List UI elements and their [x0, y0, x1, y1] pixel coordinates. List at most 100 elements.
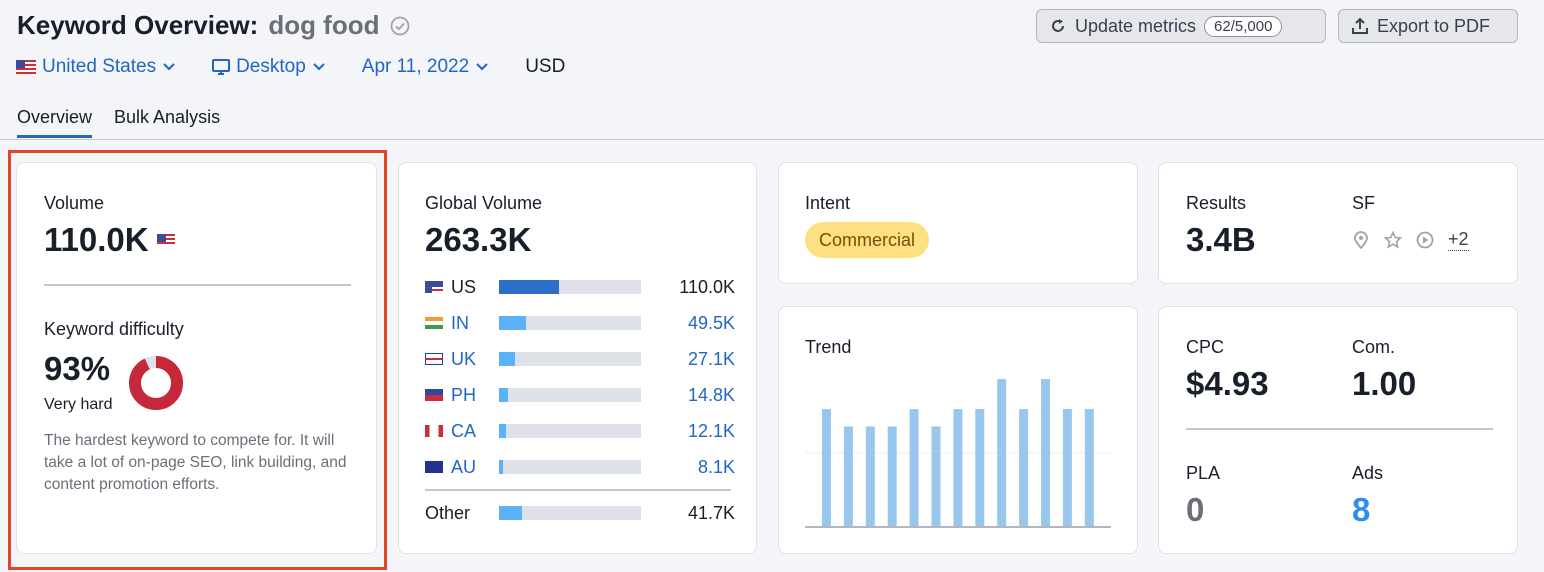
date-label: Apr 11, 2022 — [361, 56, 470, 77]
export-pdf-button[interactable]: Export to PDF — [1338, 9, 1518, 43]
star-icon[interactable] — [1384, 231, 1402, 249]
volume-card: Volume 110.0K Keyword difficulty 93% Ver… — [16, 162, 377, 554]
divider — [425, 489, 731, 491]
ads-value[interactable]: 8 — [1352, 491, 1371, 528]
device-selector[interactable]: Desktop — [212, 56, 326, 78]
trend-bar[interactable] — [997, 379, 1007, 526]
au-flag-icon — [425, 461, 443, 473]
volume-label: Volume — [44, 193, 105, 213]
other-bar-fill — [499, 506, 522, 520]
country-code[interactable]: UK — [451, 348, 477, 369]
country-volume-bar — [499, 460, 641, 474]
volume-value: 110.0K — [44, 221, 149, 258]
intent-card: Intent Commercial — [778, 162, 1138, 284]
trend-bar[interactable] — [822, 409, 831, 526]
sf-label: SF — [1352, 193, 1376, 213]
trend-bar[interactable] — [931, 426, 941, 526]
country-row-au[interactable]: AU 8.1K — [425, 455, 735, 479]
global-volume-label: Global Volume — [425, 193, 543, 213]
country-row-ca[interactable]: CA 12.1K — [425, 419, 735, 443]
country-code[interactable]: US — [451, 276, 477, 297]
highlight-box — [8, 150, 387, 570]
divider — [1186, 428, 1493, 430]
filter-bar: United States Desktop Apr 11, 2022 USD — [16, 56, 565, 78]
country-volume-value[interactable]: 14.8K — [687, 384, 735, 405]
country-volume-bar-fill — [499, 280, 559, 294]
country-code[interactable]: PH — [451, 384, 477, 405]
trend-bar[interactable] — [909, 409, 919, 526]
update-metrics-button[interactable]: Update metrics 62/5,000 — [1036, 9, 1326, 43]
date-selector[interactable]: Apr 11, 2022 — [362, 56, 489, 78]
country-code[interactable]: CA — [451, 420, 477, 441]
keyword-text: dog food — [268, 10, 380, 40]
country-volume-bar-fill — [499, 460, 504, 474]
country-row-ph[interactable]: PH 14.8K — [425, 383, 735, 407]
country-volume-bar-fill — [499, 424, 507, 438]
trend-bar[interactable] — [1019, 409, 1029, 526]
country-volume-bar — [499, 388, 641, 402]
country-volume-value: 110.0K — [679, 276, 735, 297]
intent-badge: Commercial — [805, 222, 930, 258]
country-volume-value[interactable]: 27.1K — [687, 348, 735, 369]
check-circle-icon — [390, 16, 409, 35]
country-row-us[interactable]: US 110.0K — [425, 275, 735, 299]
cpc-card: CPC $4.93 Com. 1.00 PLA 0 Ads 8 — [1158, 306, 1518, 554]
other-value: 41.7K — [687, 502, 735, 523]
country-volume-bar — [499, 316, 641, 330]
trend-bar[interactable] — [843, 426, 853, 526]
intent-label: Intent — [805, 193, 851, 213]
country-row-uk[interactable]: UK 27.1K — [425, 347, 735, 371]
results-label: Results — [1186, 193, 1247, 213]
country-volume-bar-fill — [499, 388, 508, 402]
country-volume-value[interactable]: 12.1K — [687, 420, 735, 441]
country-volume-value[interactable]: 8.1K — [697, 456, 735, 477]
trend-bar[interactable] — [1062, 409, 1072, 526]
tab-bar: Overview Bulk Analysis — [17, 107, 220, 138]
country-code[interactable]: AU — [451, 456, 477, 477]
kd-donut-chart — [129, 356, 183, 410]
trend-bar[interactable] — [865, 426, 875, 526]
map-pin-icon[interactable] — [1352, 231, 1370, 249]
country-label: United States — [42, 56, 157, 77]
trend-bar[interactable] — [887, 426, 897, 526]
kd-rating: Very hard — [44, 396, 113, 413]
country-code[interactable]: IN — [451, 312, 469, 333]
update-metrics-label: Update metrics — [1075, 15, 1197, 36]
export-label: Export to PDF — [1377, 15, 1491, 36]
cpc-value: $4.93 — [1186, 365, 1269, 402]
refresh-icon — [1052, 19, 1064, 32]
com-value: 1.00 — [1352, 365, 1417, 402]
sf-more-link[interactable]: +2 — [1448, 229, 1469, 251]
upload-icon — [1352, 17, 1368, 34]
country-selector[interactable]: United States — [16, 56, 176, 78]
divider — [44, 284, 351, 286]
trend-card: Trend — [778, 306, 1138, 554]
country-row-in[interactable]: IN 49.5K — [425, 311, 735, 335]
trend-bar[interactable] — [1084, 409, 1094, 526]
tab-overview[interactable]: Overview — [17, 107, 93, 138]
ca-flag-icon — [425, 425, 443, 437]
cpc-label: CPC — [1186, 337, 1225, 357]
device-label: Desktop — [236, 56, 306, 77]
country-volume-bar — [499, 280, 641, 294]
kd-description: The hardest keyword to compete for. It w… — [44, 432, 347, 493]
tab-bulk-analysis[interactable]: Bulk Analysis — [114, 107, 221, 127]
us-flag-icon — [425, 281, 443, 293]
trend-bar[interactable] — [1041, 379, 1050, 526]
video-play-icon[interactable] — [1416, 231, 1434, 249]
us-flag-icon — [156, 234, 175, 246]
ads-label: Ads — [1352, 463, 1384, 483]
global-volume-value: 263.3K — [425, 221, 532, 258]
desktop-icon — [212, 59, 231, 75]
other-row: Other 41.7K — [425, 501, 735, 525]
title-prefix: Keyword Overview: — [17, 10, 259, 40]
trend-label: Trend — [805, 337, 852, 357]
results-value: 3.4B — [1186, 221, 1256, 258]
trend-bar[interactable] — [975, 409, 985, 526]
page-title: Keyword Overview: dog food — [17, 10, 410, 41]
country-volume-value[interactable]: 49.5K — [687, 312, 735, 333]
chevron-down-icon — [313, 63, 325, 71]
country-volume-bar-fill — [499, 352, 515, 366]
trend-bar[interactable] — [953, 409, 963, 526]
kd-label: Keyword difficulty — [44, 319, 184, 339]
